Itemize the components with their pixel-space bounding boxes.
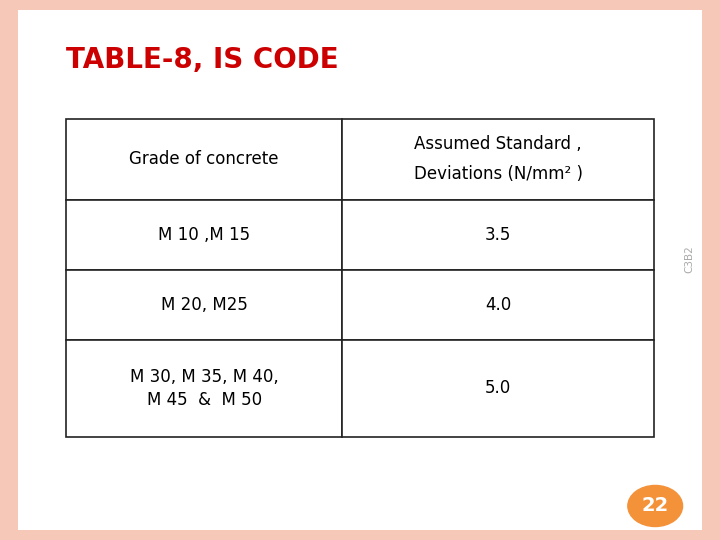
Bar: [66, 119, 342, 200]
Bar: [342, 270, 654, 340]
Bar: [66, 340, 342, 436]
Text: M 30, M 35, M 40,
M 45  &  M 50: M 30, M 35, M 40, M 45 & M 50: [130, 368, 279, 409]
Bar: [342, 200, 654, 270]
Text: M 10 ,M 15: M 10 ,M 15: [158, 226, 250, 244]
Text: TABLE-8, IS CODE: TABLE-8, IS CODE: [66, 46, 338, 74]
Bar: [66, 270, 342, 340]
Text: 5.0: 5.0: [485, 380, 511, 397]
Bar: [66, 200, 342, 270]
Text: M 20, M25: M 20, M25: [161, 296, 248, 314]
Text: Assumed Standard ,: Assumed Standard ,: [415, 135, 582, 153]
Text: 4.0: 4.0: [485, 296, 511, 314]
Bar: [342, 340, 654, 436]
Text: 22: 22: [642, 496, 669, 516]
Text: Deviations (N/mm² ): Deviations (N/mm² ): [414, 165, 582, 183]
Text: Grade of concrete: Grade of concrete: [130, 150, 279, 168]
Text: C3B2: C3B2: [685, 246, 695, 273]
Bar: [342, 119, 654, 200]
Text: 3.5: 3.5: [485, 226, 511, 244]
